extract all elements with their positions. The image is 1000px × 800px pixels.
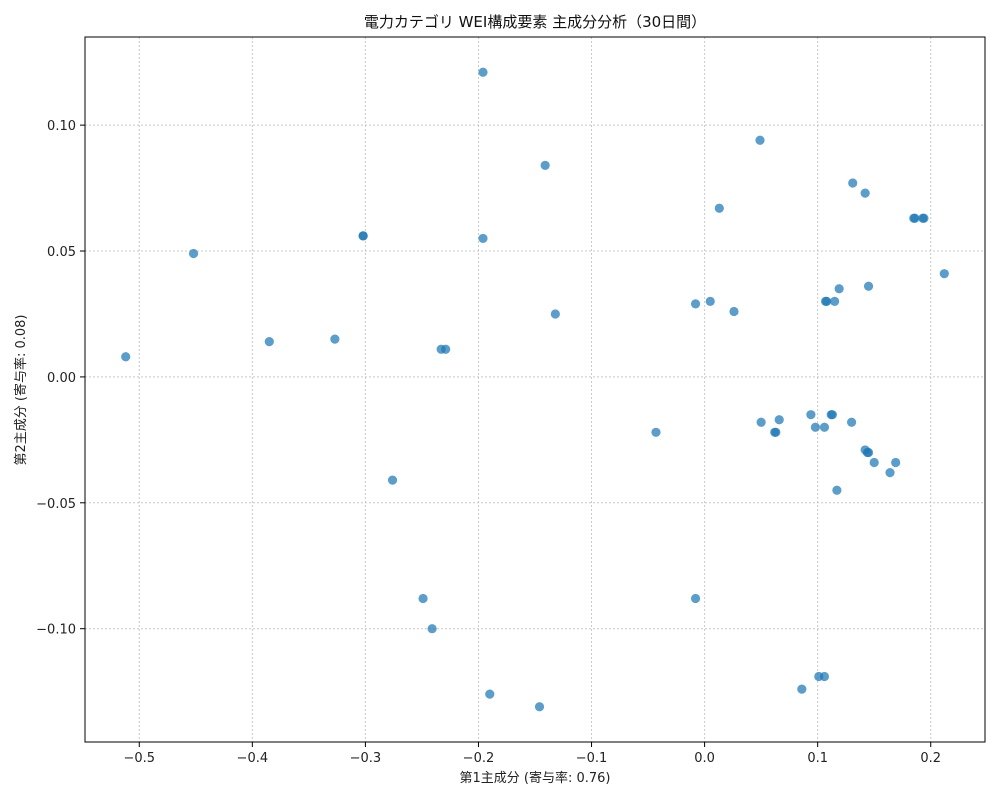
plot-area-frame <box>84 36 986 743</box>
x-tick-label: −0.3 <box>350 751 382 766</box>
scatter-point <box>830 296 840 306</box>
scatter-point <box>478 233 488 244</box>
scatter-point <box>869 457 879 468</box>
scatter-point <box>441 344 451 354</box>
scatter-point <box>834 284 844 294</box>
scatter-point <box>806 410 816 420</box>
scatter-point <box>819 671 830 682</box>
scatter-point <box>797 684 807 694</box>
x-axis: −0.5 −0.4 −0.3 −0.2 −0.1 0.0 0.1 0.2 <box>123 742 941 766</box>
grid-layer <box>85 37 985 742</box>
scatter-point <box>729 306 739 317</box>
x-tick-label: −0.1 <box>576 751 608 766</box>
y-tick-label: −0.10 <box>36 623 76 638</box>
x-tick-label: −0.4 <box>237 751 269 766</box>
scatter-point <box>188 248 199 259</box>
scatter-point <box>264 337 274 347</box>
scatter-point <box>827 410 837 420</box>
x-tick-label: 0.2 <box>920 751 941 766</box>
x-tick-label: 0.1 <box>807 751 828 766</box>
scatter-point <box>418 593 428 604</box>
scatter-point <box>690 593 701 604</box>
scatter-point <box>771 427 781 437</box>
scatter-point <box>939 269 949 279</box>
scatter-point <box>755 135 765 145</box>
y-tick-label: 0.05 <box>47 245 76 260</box>
scatter-point <box>910 213 920 223</box>
scatter-point <box>478 67 488 77</box>
x-axis-label: 第1主成分 (寄与率: 0.76) <box>459 770 610 786</box>
scatter-point <box>774 415 784 425</box>
scatter-point <box>860 188 870 198</box>
scatter-point <box>534 702 545 712</box>
scatter-point <box>863 447 874 458</box>
scatter-point <box>540 160 550 171</box>
scatter-point <box>756 417 766 427</box>
scatter-point <box>919 213 929 223</box>
x-tick-label: −0.5 <box>123 751 155 766</box>
y-axis-label: 第2主成分 (寄与率: 0.08) <box>13 314 29 465</box>
points-layer <box>121 67 949 712</box>
scatter-point <box>427 624 437 634</box>
scatter-point <box>550 309 560 319</box>
x-tick-label: −0.2 <box>463 751 495 766</box>
scatter-point <box>832 485 842 495</box>
scatter-point <box>705 296 715 306</box>
y-tick-label: −0.05 <box>36 497 76 512</box>
scatter-point <box>330 334 340 344</box>
scatter-point <box>690 299 701 309</box>
scatter-point <box>863 281 874 291</box>
scatter-point <box>810 422 821 432</box>
scatter-point <box>848 178 858 188</box>
scatter-point <box>121 352 131 362</box>
y-axis: −0.10 −0.05 0.00 0.05 0.10 <box>36 119 85 638</box>
x-tick-label: 0.0 <box>694 751 715 766</box>
chart-title: 電力カテゴリ WEI構成要素 主成分分析（30日間） <box>364 13 706 31</box>
scatter-point <box>651 427 661 437</box>
scatter-point <box>358 231 368 241</box>
scatter-point <box>822 296 832 306</box>
scatter-point <box>846 417 857 427</box>
y-tick-label: 0.00 <box>47 371 76 386</box>
scatter-point <box>885 467 895 478</box>
scatter-point <box>819 422 830 432</box>
scatter-point <box>387 475 398 485</box>
scatter-point <box>485 689 495 699</box>
y-tick-label: 0.10 <box>47 119 76 134</box>
scatter-point <box>891 457 901 468</box>
scatter-point <box>714 203 724 213</box>
